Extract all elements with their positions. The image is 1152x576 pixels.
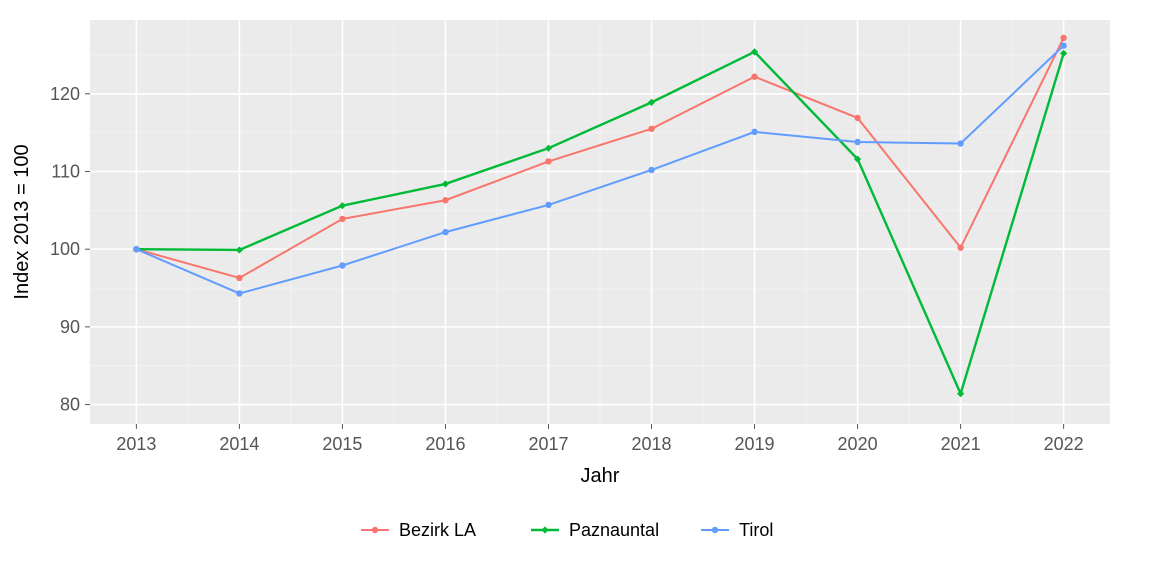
y-tick-label: 90 [60,317,80,337]
line-chart: 2013 2014 2015 2016 2017 2018 2019 2020 2021 2022… [0,0,1152,576]
x-tick-label: 2018 [631,434,671,454]
series-point [648,126,654,132]
legend-symbol-point [712,527,718,533]
series-point [236,290,242,296]
series-point [133,246,139,252]
series-point [957,244,963,250]
legend-label: Tirol [739,520,773,540]
y-tick-label: 120 [50,84,80,104]
legend: Bezirk LA Paznauntal Tirol [361,520,773,540]
series-point [957,140,963,146]
series-point [442,197,448,203]
x-tick-label: 2020 [838,434,878,454]
legend-label: Paznauntal [569,520,659,540]
series-point [545,158,551,164]
series-point [854,115,860,121]
series-point [339,216,345,222]
y-tick-label: 80 [60,395,80,415]
x-tick-label: 2013 [116,434,156,454]
series-point [236,275,242,281]
series-point [648,167,654,173]
chart-container: 2013 2014 2015 2016 2017 2018 2019 2020 2021 2022… [0,0,1152,576]
x-tick-label: 2014 [219,434,259,454]
series-point [854,139,860,145]
series-point [442,229,448,235]
y-tick-label: 100 [50,239,80,259]
series-point [751,129,757,135]
series-point [339,262,345,268]
legend-symbol-point [372,527,378,533]
x-tick-label: 2019 [735,434,775,454]
x-axis-title: Jahr [581,465,620,487]
y-axis-title: Index 2013 = 100 [11,144,33,299]
x-tick-label: 2021 [941,434,981,454]
y-tick-label: 110 [51,162,80,182]
series-point [751,74,757,80]
x-tick-label: 2017 [528,434,568,454]
x-tick-label: 2022 [1044,434,1084,454]
x-tick-label: 2015 [322,434,362,454]
x-tick-label: 2016 [425,434,465,454]
series-point [1060,35,1066,41]
series-point [1060,42,1066,48]
legend-label: Bezirk LA [399,520,476,540]
series-point [545,202,551,208]
legend-symbol-point [541,526,548,533]
